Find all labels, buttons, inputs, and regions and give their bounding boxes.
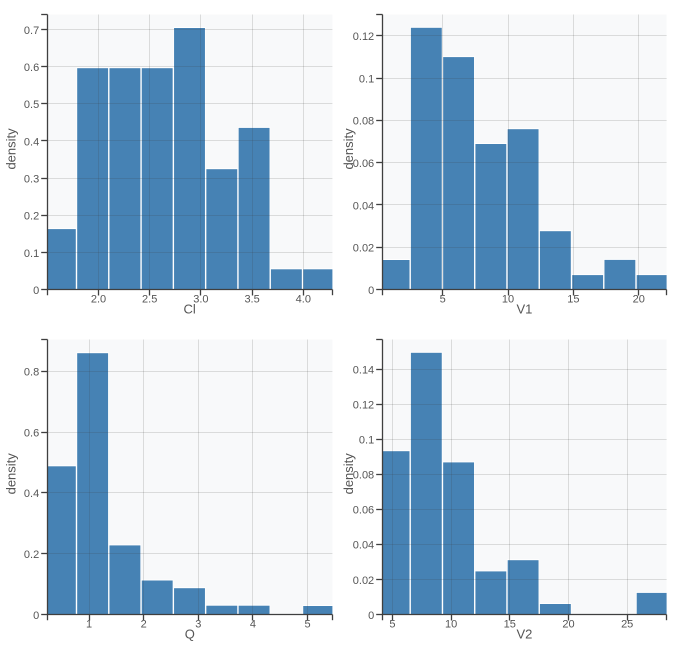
svg-text:5: 5 [305, 619, 311, 631]
svg-text:2.0: 2.0 [91, 294, 106, 306]
svg-text:0.12: 0.12 [353, 31, 374, 43]
svg-text:0.4: 0.4 [24, 136, 39, 148]
svg-text:0.02: 0.02 [353, 575, 374, 587]
svg-text:0.12: 0.12 [353, 400, 374, 412]
svg-text:10: 10 [445, 619, 457, 631]
svg-text:3: 3 [195, 619, 201, 631]
svg-text:20: 20 [562, 619, 574, 631]
svg-text:Cl: Cl [184, 302, 196, 317]
svg-text:density: density [341, 128, 356, 170]
svg-text:3.0: 3.0 [193, 294, 208, 306]
svg-text:2.5: 2.5 [142, 294, 157, 306]
svg-text:0.3: 0.3 [24, 173, 39, 185]
svg-text:0: 0 [33, 610, 39, 622]
svg-text:density: density [4, 128, 19, 170]
svg-text:V2: V2 [516, 627, 532, 642]
svg-text:0.5: 0.5 [24, 99, 39, 111]
svg-text:0.08: 0.08 [353, 116, 374, 128]
svg-text:0.2: 0.2 [24, 211, 39, 223]
svg-text:0: 0 [368, 285, 374, 297]
svg-text:0.7: 0.7 [24, 25, 39, 37]
svg-text:0.04: 0.04 [353, 200, 374, 212]
svg-text:0.14: 0.14 [353, 364, 374, 376]
svg-text:10: 10 [502, 294, 514, 306]
svg-text:15: 15 [504, 619, 516, 631]
svg-text:3.5: 3.5 [244, 294, 259, 306]
svg-text:20: 20 [633, 294, 645, 306]
svg-text:0.06: 0.06 [353, 158, 374, 170]
svg-text:0: 0 [33, 285, 39, 297]
svg-text:0.08: 0.08 [353, 470, 374, 482]
svg-text:25: 25 [621, 619, 633, 631]
svg-text:0.1: 0.1 [24, 248, 39, 260]
svg-text:5: 5 [389, 619, 395, 631]
svg-text:0.1: 0.1 [359, 435, 374, 447]
svg-text:V1: V1 [516, 302, 532, 317]
svg-text:0.4: 0.4 [24, 488, 39, 500]
svg-text:0.1: 0.1 [359, 73, 374, 85]
svg-text:1: 1 [86, 619, 92, 631]
svg-text:0.6: 0.6 [24, 62, 39, 74]
svg-text:density: density [4, 453, 19, 495]
svg-text:0.2: 0.2 [24, 549, 39, 561]
svg-text:4.0: 4.0 [296, 294, 311, 306]
svg-text:2: 2 [141, 619, 147, 631]
svg-text:0.6: 0.6 [24, 427, 39, 439]
svg-text:5: 5 [440, 294, 446, 306]
svg-text:0.02: 0.02 [353, 243, 374, 255]
svg-text:15: 15 [567, 294, 579, 306]
svg-text:0: 0 [368, 610, 374, 622]
svg-text:0.06: 0.06 [353, 505, 374, 517]
svg-text:density: density [341, 453, 356, 495]
svg-text:Q: Q [185, 627, 195, 642]
svg-text:4: 4 [250, 619, 256, 631]
svg-text:0.8: 0.8 [24, 367, 39, 379]
svg-text:0.04: 0.04 [353, 540, 374, 552]
